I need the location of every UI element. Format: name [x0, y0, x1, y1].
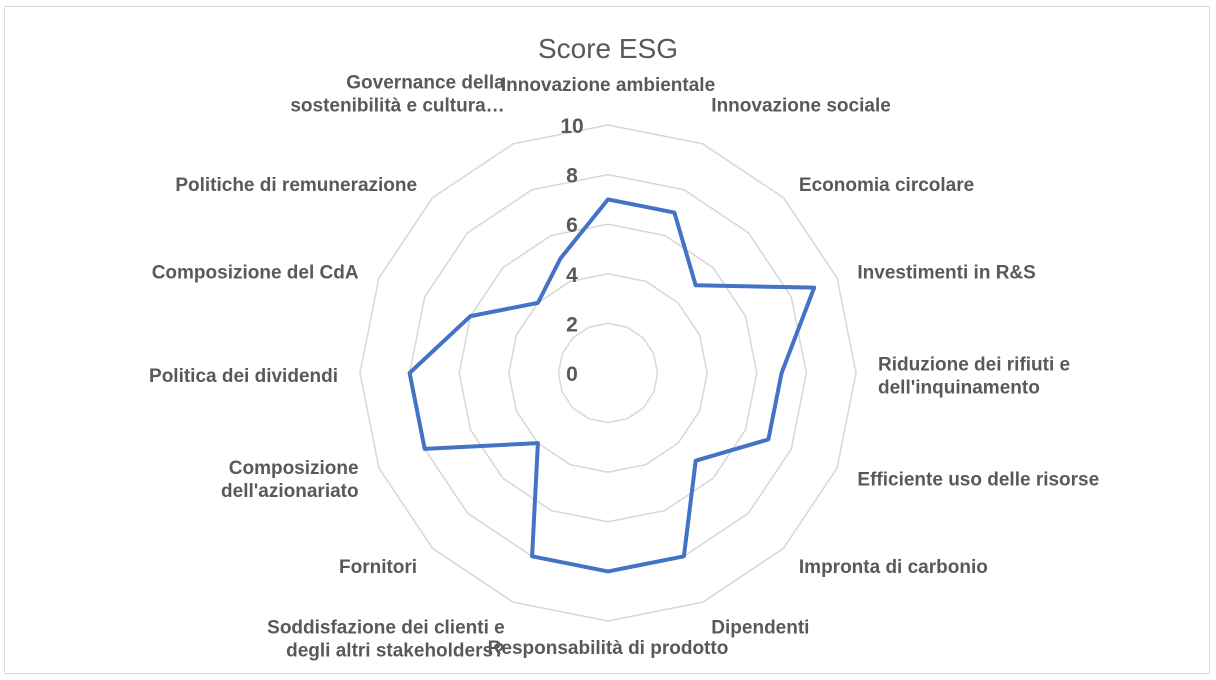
series-layer	[407, 197, 817, 574]
category-label-line: Investimenti in R&S	[857, 263, 1035, 284]
category-label-14: Politiche di remunerazione	[175, 175, 417, 196]
tick-labels: 0 2 4 6 8 10	[560, 115, 583, 386]
tick-label: 8	[566, 165, 578, 188]
grid-ring-10	[359, 124, 857, 622]
series-line-0	[407, 197, 817, 574]
tick-label: 6	[566, 214, 578, 237]
category-label-line: dell'azionariato	[221, 481, 359, 502]
category-label-line: Fornitori	[339, 557, 417, 578]
category-label-line: Impronta di carbonio	[799, 557, 988, 578]
category-label-6: Impronta di carbonio	[799, 557, 988, 578]
category-label-line: Soddisfazione dei clienti e	[267, 617, 505, 638]
category-label-1: Innovazione sociale	[711, 96, 891, 117]
category-label-line: Dipendenti	[711, 617, 809, 638]
tick-label: 10	[560, 115, 583, 138]
category-label-0: Innovazione ambientale	[501, 75, 715, 96]
category-label-2: Economia circolare	[799, 175, 974, 196]
category-label-line: Economia circolare	[799, 175, 974, 196]
category-label-line: degli altri stakeholders?	[286, 640, 505, 661]
chart-area	[4, 6, 1210, 674]
category-label-12: Politica dei dividendi	[149, 366, 338, 387]
grid-ring-8	[408, 173, 808, 573]
chart-title: Score ESG	[538, 33, 678, 64]
category-label-line: Responsabilità di prodotto	[488, 638, 729, 659]
grid-ring-2	[557, 322, 659, 424]
tick-label: 0	[566, 363, 578, 386]
tick-label: 4	[566, 264, 578, 287]
category-label-8: Responsabilità di prodotto	[488, 638, 729, 659]
category-label-line: Innovazione sociale	[711, 96, 891, 117]
category-label-10: Fornitori	[339, 557, 417, 578]
category-label-line: sostenibilità e cultura…	[290, 96, 504, 117]
category-label-line: Efficiente uso delle risorse	[857, 469, 1099, 490]
category-label-line: Politica dei dividendi	[149, 366, 338, 387]
category-label-line: Innovazione ambientale	[501, 75, 715, 96]
category-label-line: Composizione del CdA	[152, 263, 359, 284]
category-label-line: dell'inquinamento	[878, 378, 1040, 399]
category-label-line: Governance della	[346, 73, 505, 94]
grid-ring-6	[458, 223, 758, 523]
category-label-line: Composizione	[229, 458, 359, 479]
grid-ring-4	[507, 272, 709, 474]
tick-label: 2	[566, 313, 578, 336]
category-label-3: Investimenti in R&S	[857, 263, 1035, 284]
category-label-line: Politiche di remunerazione	[175, 175, 417, 196]
category-label-5: Efficiente uso delle risorse	[857, 469, 1099, 490]
category-label-13: Composizione del CdA	[152, 263, 359, 284]
category-label-7: Dipendenti	[711, 617, 809, 638]
category-label-line: Riduzione dei rifiuti e	[878, 355, 1070, 376]
